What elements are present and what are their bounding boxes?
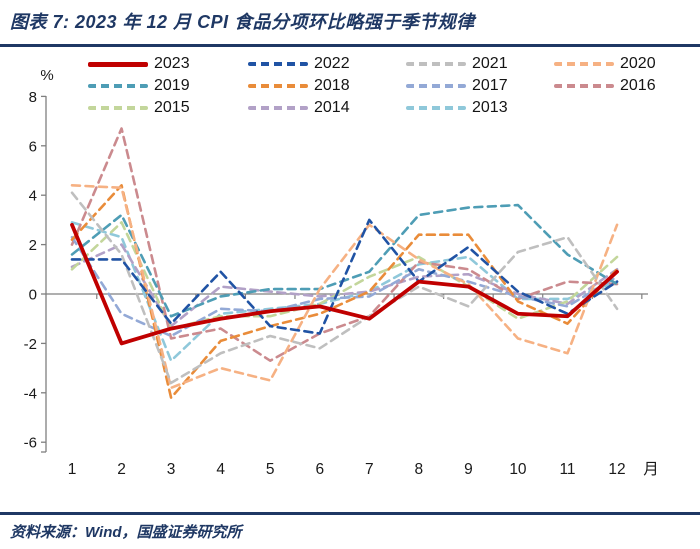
legend-label: 2015	[154, 99, 190, 116]
legend-swatch-2022	[248, 62, 308, 66]
legend-item-2014: 2014	[248, 100, 406, 116]
legend-swatch-2014	[248, 106, 308, 110]
legend-label: 2014	[314, 99, 350, 116]
x-tick-label: 7	[365, 461, 374, 478]
x-tick-label: 4	[216, 461, 225, 478]
legend-label: 2020	[620, 55, 656, 72]
legend-swatch-2021	[406, 62, 466, 66]
legend-swatch-2015	[88, 106, 148, 110]
legend-label: 2021	[472, 55, 508, 72]
x-tick-label: 2	[117, 461, 126, 478]
x-tick-label: 11	[559, 461, 575, 478]
x-tick-label: 10	[509, 461, 527, 478]
y-tick-label: 0	[29, 287, 37, 304]
legend-item-2021: 2021	[406, 56, 554, 72]
x-tick-label: 8	[415, 461, 424, 478]
series-line-2022	[70, 218, 619, 335]
y-tick-label: -4	[24, 385, 37, 402]
legend-swatch-2017	[406, 84, 466, 88]
y-tick-label: 6	[29, 138, 37, 155]
legend-item-2023: 2023	[88, 56, 248, 72]
legend-swatch-2013	[406, 106, 466, 110]
x-tick-label: 3	[167, 461, 176, 478]
figure-title: 图表 7: 2023 年 12 月 CPI 食品分项环比略强于季节规律	[10, 12, 475, 32]
legend-swatch-2023	[88, 61, 148, 67]
y-tick-label: 8	[29, 89, 37, 106]
x-tick-label: 9	[464, 461, 473, 478]
series-line-2019	[70, 203, 619, 318]
legend-swatch-2018	[248, 84, 308, 88]
series-line-2023	[70, 222, 619, 346]
legend-item-2017: 2017	[406, 78, 554, 94]
legend-label: 2023	[154, 55, 190, 72]
legend-item-2018: 2018	[248, 78, 406, 94]
legend-label: 2017	[472, 77, 508, 94]
legend-swatch-2016	[554, 84, 614, 88]
y-tick-label: -6	[24, 435, 37, 452]
legend-item-2020: 2020	[554, 56, 694, 72]
legend-item-2013: 2013	[406, 100, 554, 116]
chart-legend: 2023 2022 2021 2020 2019 2018 2017 2016 2015 2014…	[88, 53, 688, 119]
series-line-2017	[70, 235, 619, 338]
legend-label: 2018	[314, 77, 350, 94]
x-tick-label: 6	[315, 461, 324, 478]
legend-label: 2019	[154, 77, 190, 94]
legend-item-2022: 2022	[248, 56, 406, 72]
x-tick-label: 1	[68, 461, 77, 478]
x-axis-unit-label: 月	[643, 461, 659, 478]
footer-divider	[0, 512, 700, 515]
legend-swatch-2020	[554, 62, 614, 66]
source-note: 资料来源：Wind，国盛证券研究所	[10, 524, 242, 541]
series-line-2021	[70, 191, 619, 385]
legend-label: 2016	[620, 77, 656, 94]
y-axis-unit-label: %	[40, 67, 53, 84]
y-tick-label: -2	[24, 336, 37, 353]
x-tick-label: 12	[608, 461, 625, 478]
legend-label: 2013	[472, 99, 508, 116]
legend-swatch-2019	[88, 84, 148, 88]
y-tick-label: 4	[29, 188, 37, 205]
legend-item-2015: 2015	[88, 100, 248, 116]
legend-item-2019: 2019	[88, 78, 248, 94]
y-tick-label: 2	[29, 237, 37, 254]
legend-label: 2022	[314, 55, 350, 72]
series-line-2020	[70, 184, 619, 390]
x-tick-label: 5	[266, 461, 275, 478]
legend-item-2016: 2016	[554, 78, 694, 94]
title-divider	[0, 44, 700, 47]
